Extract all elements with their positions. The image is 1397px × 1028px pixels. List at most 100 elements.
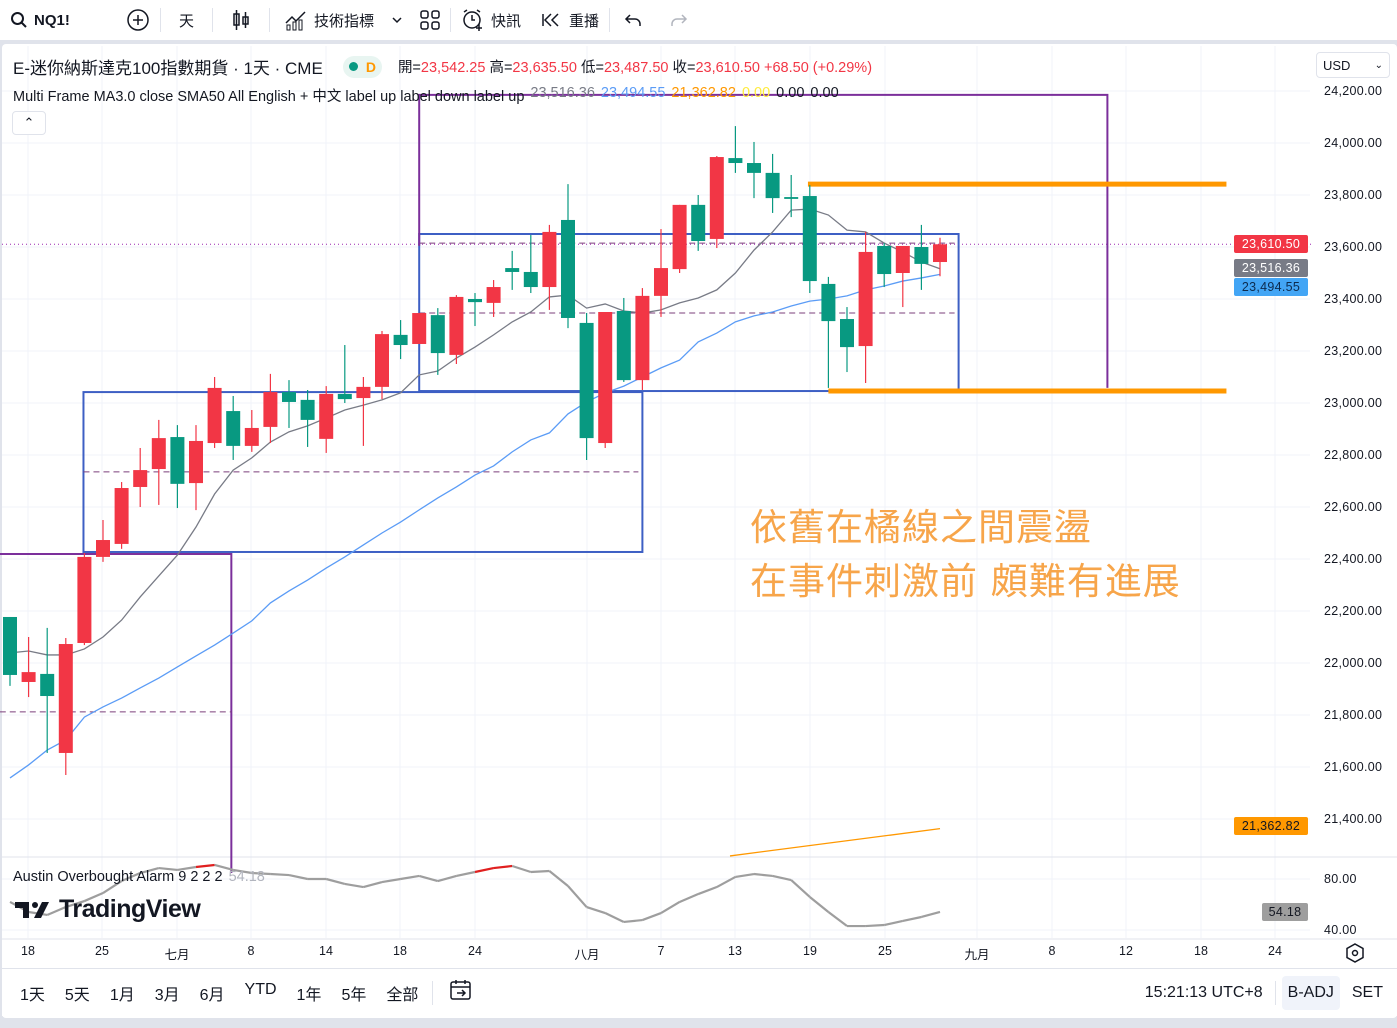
compare-button[interactable] (110, 0, 160, 40)
candle (840, 307, 854, 373)
replay-button[interactable]: 重播 (531, 0, 609, 40)
undo-button[interactable] (610, 0, 656, 40)
market-status-badge[interactable]: D (342, 55, 382, 78)
oscillator-segment (195, 863, 215, 869)
oscillator-segment (83, 892, 104, 903)
session-button[interactable]: SET (1351, 983, 1383, 1001)
bottom-toolbar: 1天 5天 1月 3月 6月 YTD 1年 5年 全部 15:21:13 UTC+8 B-ADJ… (2, 968, 1397, 1016)
range-box (418, 233, 960, 393)
candle (821, 276, 836, 388)
range-button[interactable]: YTD (244, 980, 277, 998)
price-tick: 21,600.00 (1324, 760, 1383, 774)
interval-button[interactable]: 天 (161, 0, 212, 40)
indicator-values: 23,516.36 23,494.55 21,362.82 0.00 0.00 0.00 (530, 85, 838, 106)
clock-timezone[interactable]: 15:21:13 UTC+8 (1144, 983, 1263, 1001)
market-status-label: D (365, 58, 376, 75)
date-tick: 18 (1194, 944, 1208, 958)
range-button[interactable]: 1年 (296, 986, 322, 1004)
b-adj-button[interactable]: B-ADJ (1281, 975, 1340, 1010)
price-tick: 23,800.00 (1324, 188, 1383, 202)
annotation-line-2[interactable]: 在事件刺激前 頗難有進展 (750, 560, 1181, 603)
redo-button[interactable] (656, 0, 702, 40)
candle (96, 520, 110, 562)
annotation-line-1[interactable]: 依舊在橘線之間震盪 (750, 506, 1092, 549)
candle-body (393, 334, 408, 346)
price-tick: 23,200.00 (1324, 344, 1383, 358)
price-tick: 23,600.00 (1324, 240, 1383, 254)
candle-body (58, 644, 73, 753)
candle-body (356, 386, 371, 399)
indicators-dropdown[interactable] (384, 0, 410, 40)
candle (728, 126, 743, 173)
oscillator-segment (437, 874, 457, 883)
long-ma-line (729, 828, 941, 857)
layout-button[interactable] (410, 0, 450, 40)
oscillator-segment (65, 900, 85, 909)
candle (561, 184, 575, 329)
oscillator-legend[interactable]: Austin Overbought Alarm 9 2 2 2 54.18 (13, 869, 265, 885)
goto-date-button[interactable] (441, 979, 481, 1006)
candle (114, 482, 129, 549)
tradingview-logo[interactable]: TradingView (15, 895, 201, 924)
open-value: 23,542.25 (420, 60, 486, 76)
candle (654, 229, 668, 317)
candle (3, 616, 17, 686)
price-tick: 21,800.00 (1324, 708, 1383, 722)
indicator-value: 0.00 (741, 85, 771, 101)
chart-type-button[interactable] (213, 0, 269, 40)
oscillator-segment (381, 877, 401, 884)
price-badge: 23,494.55 (1234, 278, 1308, 296)
price-tick: 23,000.00 (1324, 396, 1383, 410)
oscillator-segment (697, 886, 718, 896)
candle (300, 390, 315, 447)
range-button[interactable]: 1月 (109, 986, 135, 1004)
range-button[interactable]: 3月 (154, 986, 180, 1004)
candle-body (189, 440, 203, 484)
range-button[interactable]: 1天 (20, 986, 45, 1004)
oscillator-segment (883, 919, 904, 927)
axis-settings-button[interactable] (1345, 943, 1365, 968)
alert-button[interactable]: 快訊 (451, 0, 531, 40)
candle (933, 237, 947, 277)
symbol-search[interactable]: NQ1! (0, 0, 110, 40)
indicators-button[interactable]: 技術指標 (270, 0, 384, 40)
candle-body (747, 163, 761, 173)
candle-body (933, 244, 947, 263)
date-tick: 25 (878, 944, 892, 958)
close-value: 23,610.50 (695, 60, 760, 76)
date-tick: 12 (1119, 944, 1133, 958)
oscillator-segment (233, 868, 252, 875)
settings-hexagon-icon (1346, 943, 1364, 963)
oscillator-name: Austin Overbought Alarm 9 2 2 2 (13, 869, 223, 885)
divider (450, 8, 452, 32)
range-button[interactable]: 6月 (199, 986, 225, 1004)
range-button[interactable]: 5年 (341, 986, 367, 1004)
oscillator-segment (214, 863, 234, 872)
candle (486, 280, 501, 317)
candle-body (151, 438, 166, 470)
candle-body (3, 616, 17, 675)
candle (412, 313, 427, 344)
candle (226, 395, 241, 460)
candle (133, 447, 148, 507)
date-tick: 24 (468, 944, 482, 958)
candle-body (207, 387, 222, 444)
range-button[interactable]: 全部 (386, 986, 419, 1004)
price-badge: 23,610.50 (1234, 235, 1308, 253)
currency-dropdown[interactable]: USD ⌄ (1316, 52, 1390, 78)
candle-body (337, 393, 352, 400)
oscillator-segment (493, 864, 513, 870)
candle-body (133, 470, 148, 487)
range-button[interactable]: 5天 (64, 986, 90, 1004)
candle-body (412, 313, 427, 344)
oscillator-segment (400, 874, 420, 881)
indicator-legend[interactable]: Multi Frame MA3.0 close SMA50 All Englis… (13, 85, 839, 106)
candle (375, 330, 389, 400)
candle (151, 419, 166, 505)
symbol-label: NQ1! (34, 11, 70, 29)
change-value: +68.50 (+0.29%) (764, 60, 873, 76)
candle (282, 380, 296, 428)
collapse-legend-button[interactable]: ⌃ (12, 111, 46, 135)
currency-label: USD (1323, 57, 1351, 73)
